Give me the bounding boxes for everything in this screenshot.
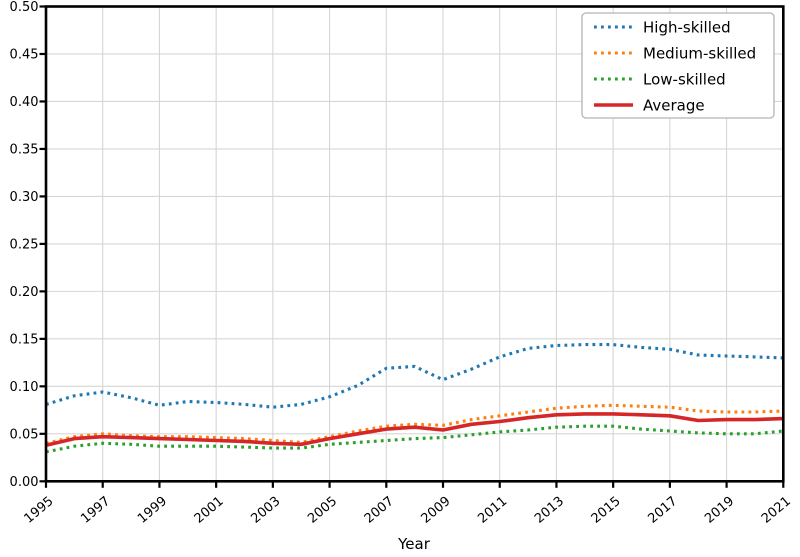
y-tick-label: 0.05 [10,427,39,442]
legend-label: Low-skilled [643,71,726,89]
x-tick-label: 1999 [135,494,170,527]
series-lines [45,343,784,454]
legend-label: High-skilled [643,19,731,37]
x-tick-label: 2013 [532,494,567,527]
legend-label: Medium-skilled [643,45,756,63]
y-tick-label: 0.20 [10,285,39,300]
y-tick-label: 0.45 [10,47,39,62]
x-tick-label: 2007 [362,494,397,527]
series-average [45,412,784,447]
series-low-skilled [45,424,784,454]
y-tick-label: 0.35 [10,142,39,157]
legend: High-skilled Medium-skilled Low-skilled Ave… [581,12,775,119]
legend-box [581,12,775,119]
series-medium-skilled [45,403,784,445]
x-tick-label: 2017 [645,494,680,527]
x-tick-label: 2019 [702,494,737,527]
x-tick-label: 2001 [192,494,227,527]
y-tick-label: 0.00 [10,475,39,490]
x-tick-label: 1997 [78,494,113,527]
y-tick-label: 0.10 [10,380,39,395]
x-tick-label: 2009 [419,494,454,527]
y-tick-label: 0.40 [10,95,39,110]
legend-label: Average [643,97,705,115]
y-tick-label: 0.15 [10,332,39,347]
y-tick-label: 0.30 [10,190,39,205]
x-tick-label: 2011 [475,494,510,527]
x-tick-label: 2005 [305,494,340,527]
x-tick-label: 2021 [759,494,794,527]
x-axis-title: Year [397,535,431,553]
y-tick-label: 0.50 [10,0,39,15]
series-high-skilled [45,343,784,409]
x-tick-label: 2003 [248,494,283,527]
x-tick-label: 1995 [22,494,57,527]
x-tick-label: 2015 [589,494,624,527]
y-tick-label: 0.25 [10,237,39,252]
